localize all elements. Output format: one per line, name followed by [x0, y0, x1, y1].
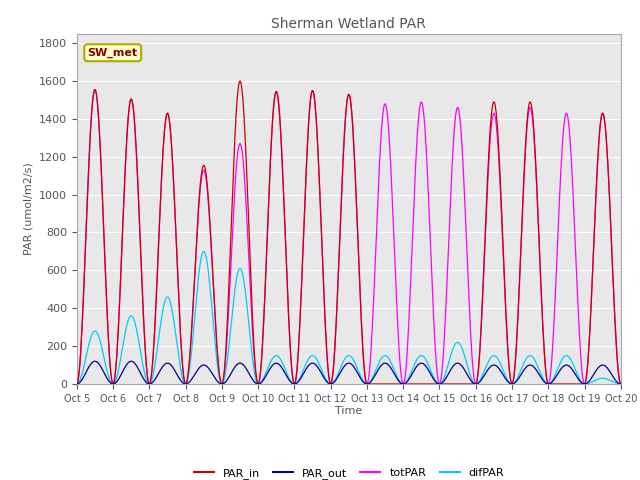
Title: Sherman Wetland PAR: Sherman Wetland PAR	[271, 17, 426, 31]
Y-axis label: PAR (umol/m2/s): PAR (umol/m2/s)	[24, 162, 33, 255]
X-axis label: Time: Time	[335, 407, 362, 417]
Legend: PAR_in, PAR_out, totPAR, difPAR: PAR_in, PAR_out, totPAR, difPAR	[189, 464, 509, 480]
Text: SW_met: SW_met	[88, 48, 138, 58]
